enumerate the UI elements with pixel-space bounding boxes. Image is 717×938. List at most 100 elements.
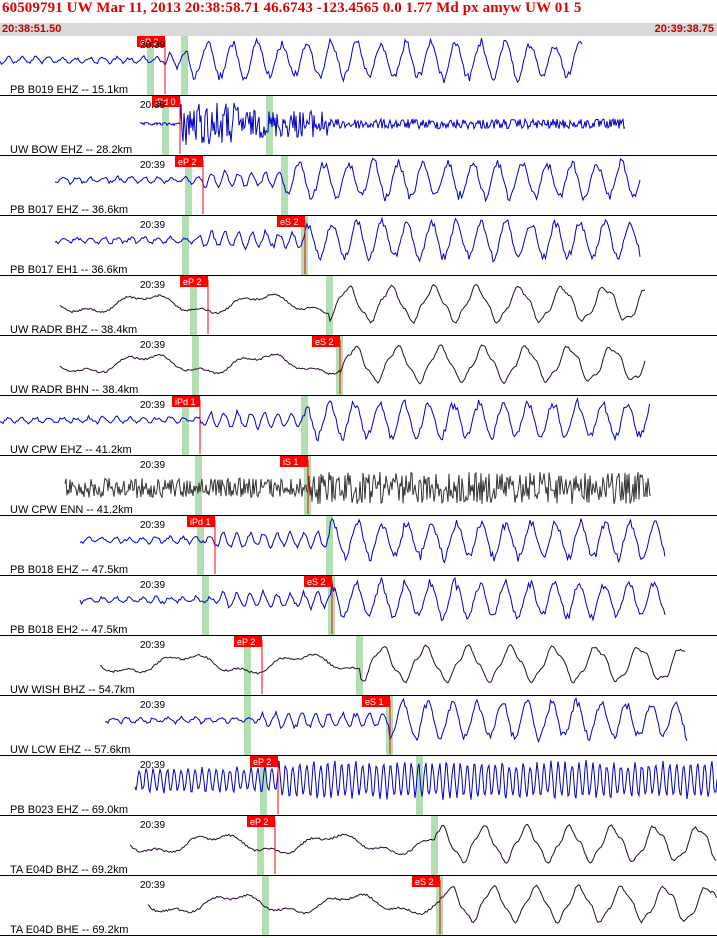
- waveform: [134, 759, 717, 800]
- station-label: PB B019 EHZ -- 15.1km: [10, 84, 128, 96]
- station-label: PB B018 EH2 -- 47.5km: [10, 624, 127, 636]
- station-label: UW RADR BHN -- 38.4km: [10, 384, 138, 396]
- time-tick: 20:39: [140, 400, 165, 411]
- waveform: [79, 576, 666, 622]
- trace-row: eP 2 20:39 PB B023 EHZ -- 69.0km: [0, 756, 717, 816]
- s-window: [326, 516, 333, 575]
- p-window: [202, 576, 209, 635]
- waveform: [0, 37, 583, 84]
- time-tick: 20:39: [140, 340, 165, 351]
- p-window: [197, 516, 204, 575]
- p-pick-flag: [172, 396, 200, 407]
- s-window: [431, 816, 438, 875]
- s-pick-flag: [304, 576, 332, 587]
- waveform: [54, 157, 641, 203]
- s-pick-label: eS 2: [307, 577, 326, 587]
- time-tick: 20:39: [140, 700, 165, 711]
- trace-row: iPd 1 20:39 PB B018 EHZ -- 47.5km: [0, 516, 717, 576]
- p-pick-flag: [187, 516, 215, 527]
- p-window: [260, 756, 267, 815]
- waveform: [59, 344, 646, 385]
- s-pick-flag: [312, 336, 340, 347]
- p-window: [182, 216, 189, 275]
- start-time: 20:38:51.50: [2, 23, 62, 35]
- p-pick-flag: [180, 276, 208, 287]
- waveform: [79, 517, 666, 564]
- s-pick-flag: [277, 216, 305, 227]
- event-title: 60509791 UW Mar 11, 2013 20:38:58.71 46.…: [2, 0, 582, 16]
- waveform: [147, 884, 717, 924]
- station-label: TA E04D BHZ -- 69.2km: [10, 864, 128, 876]
- p-pick-label: iPd 0: [155, 97, 176, 107]
- p-window: [182, 396, 189, 455]
- s-pick-label: eS 1: [365, 697, 384, 707]
- p-pick-label: eP 2: [250, 817, 268, 827]
- s-pick-label: iS 1: [283, 457, 299, 467]
- time-tick: 20:39: [140, 160, 165, 171]
- p-pick-label: iPd 1: [190, 517, 211, 527]
- s-pick-label: eS 2: [315, 337, 334, 347]
- time-tick: 20:39: [140, 220, 165, 231]
- p-pick-label: iPd 1: [175, 397, 196, 407]
- waveform: [0, 396, 650, 442]
- trace-row: eP 2 20:39 PB B017 EHZ -- 36.6km: [0, 156, 717, 216]
- trace-row: eP 2 20:39 UW RADR BHZ -- 38.4km: [0, 276, 717, 336]
- p-window: [162, 96, 169, 155]
- station-label: TA E04D BHE -- 69.2km: [10, 924, 128, 936]
- station-label: UW RADR BHZ -- 38.4km: [10, 324, 137, 336]
- trace-row: iPd 020:39 UW BOW EHZ -- 28.2km: [0, 96, 717, 156]
- time-tick: 20:39: [140, 760, 165, 771]
- p-pick-label: eP 2: [178, 157, 196, 167]
- p-pick-label: eP 2: [140, 37, 158, 47]
- station-label: PB B017 EH1 -- 36.6km: [10, 264, 127, 276]
- s-pick-flag: [280, 456, 308, 467]
- p-pick-label: eP 2: [237, 637, 255, 647]
- s-window: [266, 96, 273, 155]
- p-pick-flag: [175, 156, 203, 167]
- p-pick-flag: [250, 756, 278, 767]
- p-window: [185, 156, 192, 215]
- waveform: [54, 216, 641, 263]
- s-window: [416, 756, 423, 815]
- station-label: UW WISH BHZ -- 54.7km: [10, 684, 135, 696]
- station-label: PB B017 EHZ -- 36.6km: [10, 204, 128, 216]
- p-window: [257, 816, 264, 875]
- time-tick: 20:39: [140, 100, 165, 111]
- time-tick: 20:39: [140, 520, 165, 531]
- p-pick-label: eP 2: [183, 277, 201, 287]
- waveform: [64, 471, 651, 505]
- s-window: [326, 276, 333, 335]
- time-tick: 20:39: [140, 40, 165, 51]
- waveform: [99, 644, 686, 684]
- trace-row: eP 2 20:39 TA E04D BHZ -- 69.2km: [0, 816, 717, 876]
- s-window: [356, 636, 363, 695]
- time-tick: 20:39: [140, 460, 165, 471]
- trace-row: eS 1 20:39 UW LCW EHZ -- 57.6km: [0, 696, 717, 756]
- p-pick-flag: [152, 96, 180, 107]
- trace-row: eS 2 20:39 PB B017 EH1 -- 36.6km: [0, 216, 717, 276]
- p-pick-flag: [247, 816, 275, 827]
- s-pick-label: eS 2: [280, 217, 299, 227]
- waveform: [59, 283, 646, 325]
- end-time: 20:39:38.75: [654, 23, 714, 35]
- record-header: 60509791 UW Mar 11, 2013 20:38:58.71 46.…: [0, 0, 717, 36]
- trace-row: eS 2 20:39 PB B018 EH2 -- 47.5km: [0, 576, 717, 636]
- trace-row: eP 220:39 PB B019 EHZ -- 15.1km: [0, 36, 717, 96]
- s-pick-flag: [412, 876, 440, 887]
- s-window: [181, 36, 188, 95]
- p-pick-flag: [234, 636, 262, 647]
- p-window: [262, 876, 269, 935]
- station-label: UW BOW EHZ -- 28.2km: [10, 144, 132, 156]
- station-label: UW CPW EHZ -- 41.2km: [10, 444, 132, 456]
- time-tick: 20:39: [140, 640, 165, 651]
- station-label: PB B023 EHZ -- 69.0km: [10, 804, 128, 816]
- s-pick-flag: [362, 696, 390, 707]
- time-bar: [0, 23, 717, 36]
- station-label: UW LCW EHZ -- 57.6km: [10, 744, 130, 756]
- p-window: [244, 696, 251, 755]
- waveform: [129, 823, 717, 864]
- waveform: [139, 102, 626, 146]
- p-window: [147, 36, 154, 95]
- trace-row: eS 2 20:39 TA E04D BHE -- 69.2km: [0, 876, 717, 936]
